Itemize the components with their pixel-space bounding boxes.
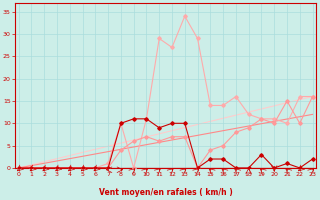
X-axis label: Vent moyen/en rafales ( km/h ): Vent moyen/en rafales ( km/h )	[99, 188, 232, 197]
